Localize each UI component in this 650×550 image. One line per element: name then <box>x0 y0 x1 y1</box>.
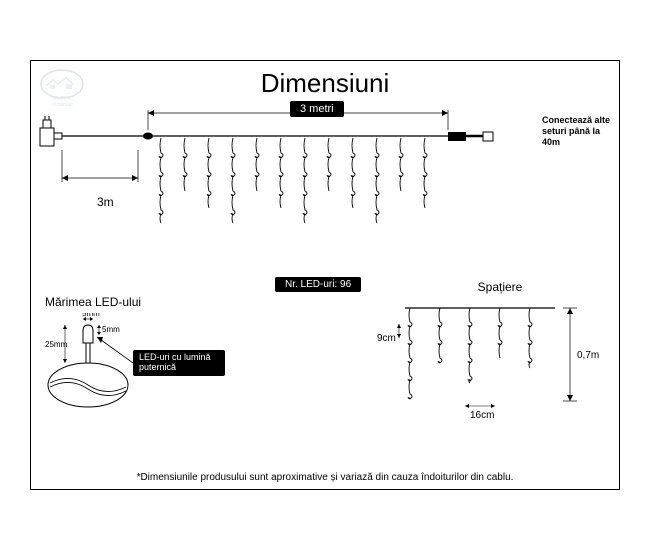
led-bright-label: LED-uri cu lumină puternică <box>133 350 225 376</box>
led-size-title: Mărimea LED-ului <box>45 295 225 309</box>
main-diagram <box>38 110 610 290</box>
connector-icon <box>448 132 493 141</box>
led-count-label: Nr. LED-uri: 96 <box>275 277 361 292</box>
spacing-horiz-label: 16cm <box>470 410 494 421</box>
connect-text: Conectează alte seturi până la 40m <box>542 115 612 147</box>
page-title: Dimensiuni <box>0 68 650 99</box>
plug-icon <box>40 116 62 146</box>
cable-length-label: 3m <box>97 195 114 209</box>
spacing-height-label: 0,7m <box>577 350 599 361</box>
footnote: *Dimensiunile produsului sunt aproximati… <box>0 472 650 483</box>
spacing-vert-label: 9cm <box>377 333 396 344</box>
led-height-text: 5mm <box>102 325 120 334</box>
spacing-title: Spațiere <box>395 280 605 294</box>
led-total-text: 25mm <box>45 340 68 349</box>
spacing-diagram: 9cm 16cm 0,7m <box>365 296 605 436</box>
led-width-text: 5mm <box>82 313 100 318</box>
logo-text-2: christmas <box>51 102 73 108</box>
led-size-section: Mărimea LED-ului 5mm 5mm 25mm LED-uri cu… <box>45 295 225 438</box>
spacing-section: Spațiere 9cm 16cm 0,7m <box>365 280 605 441</box>
